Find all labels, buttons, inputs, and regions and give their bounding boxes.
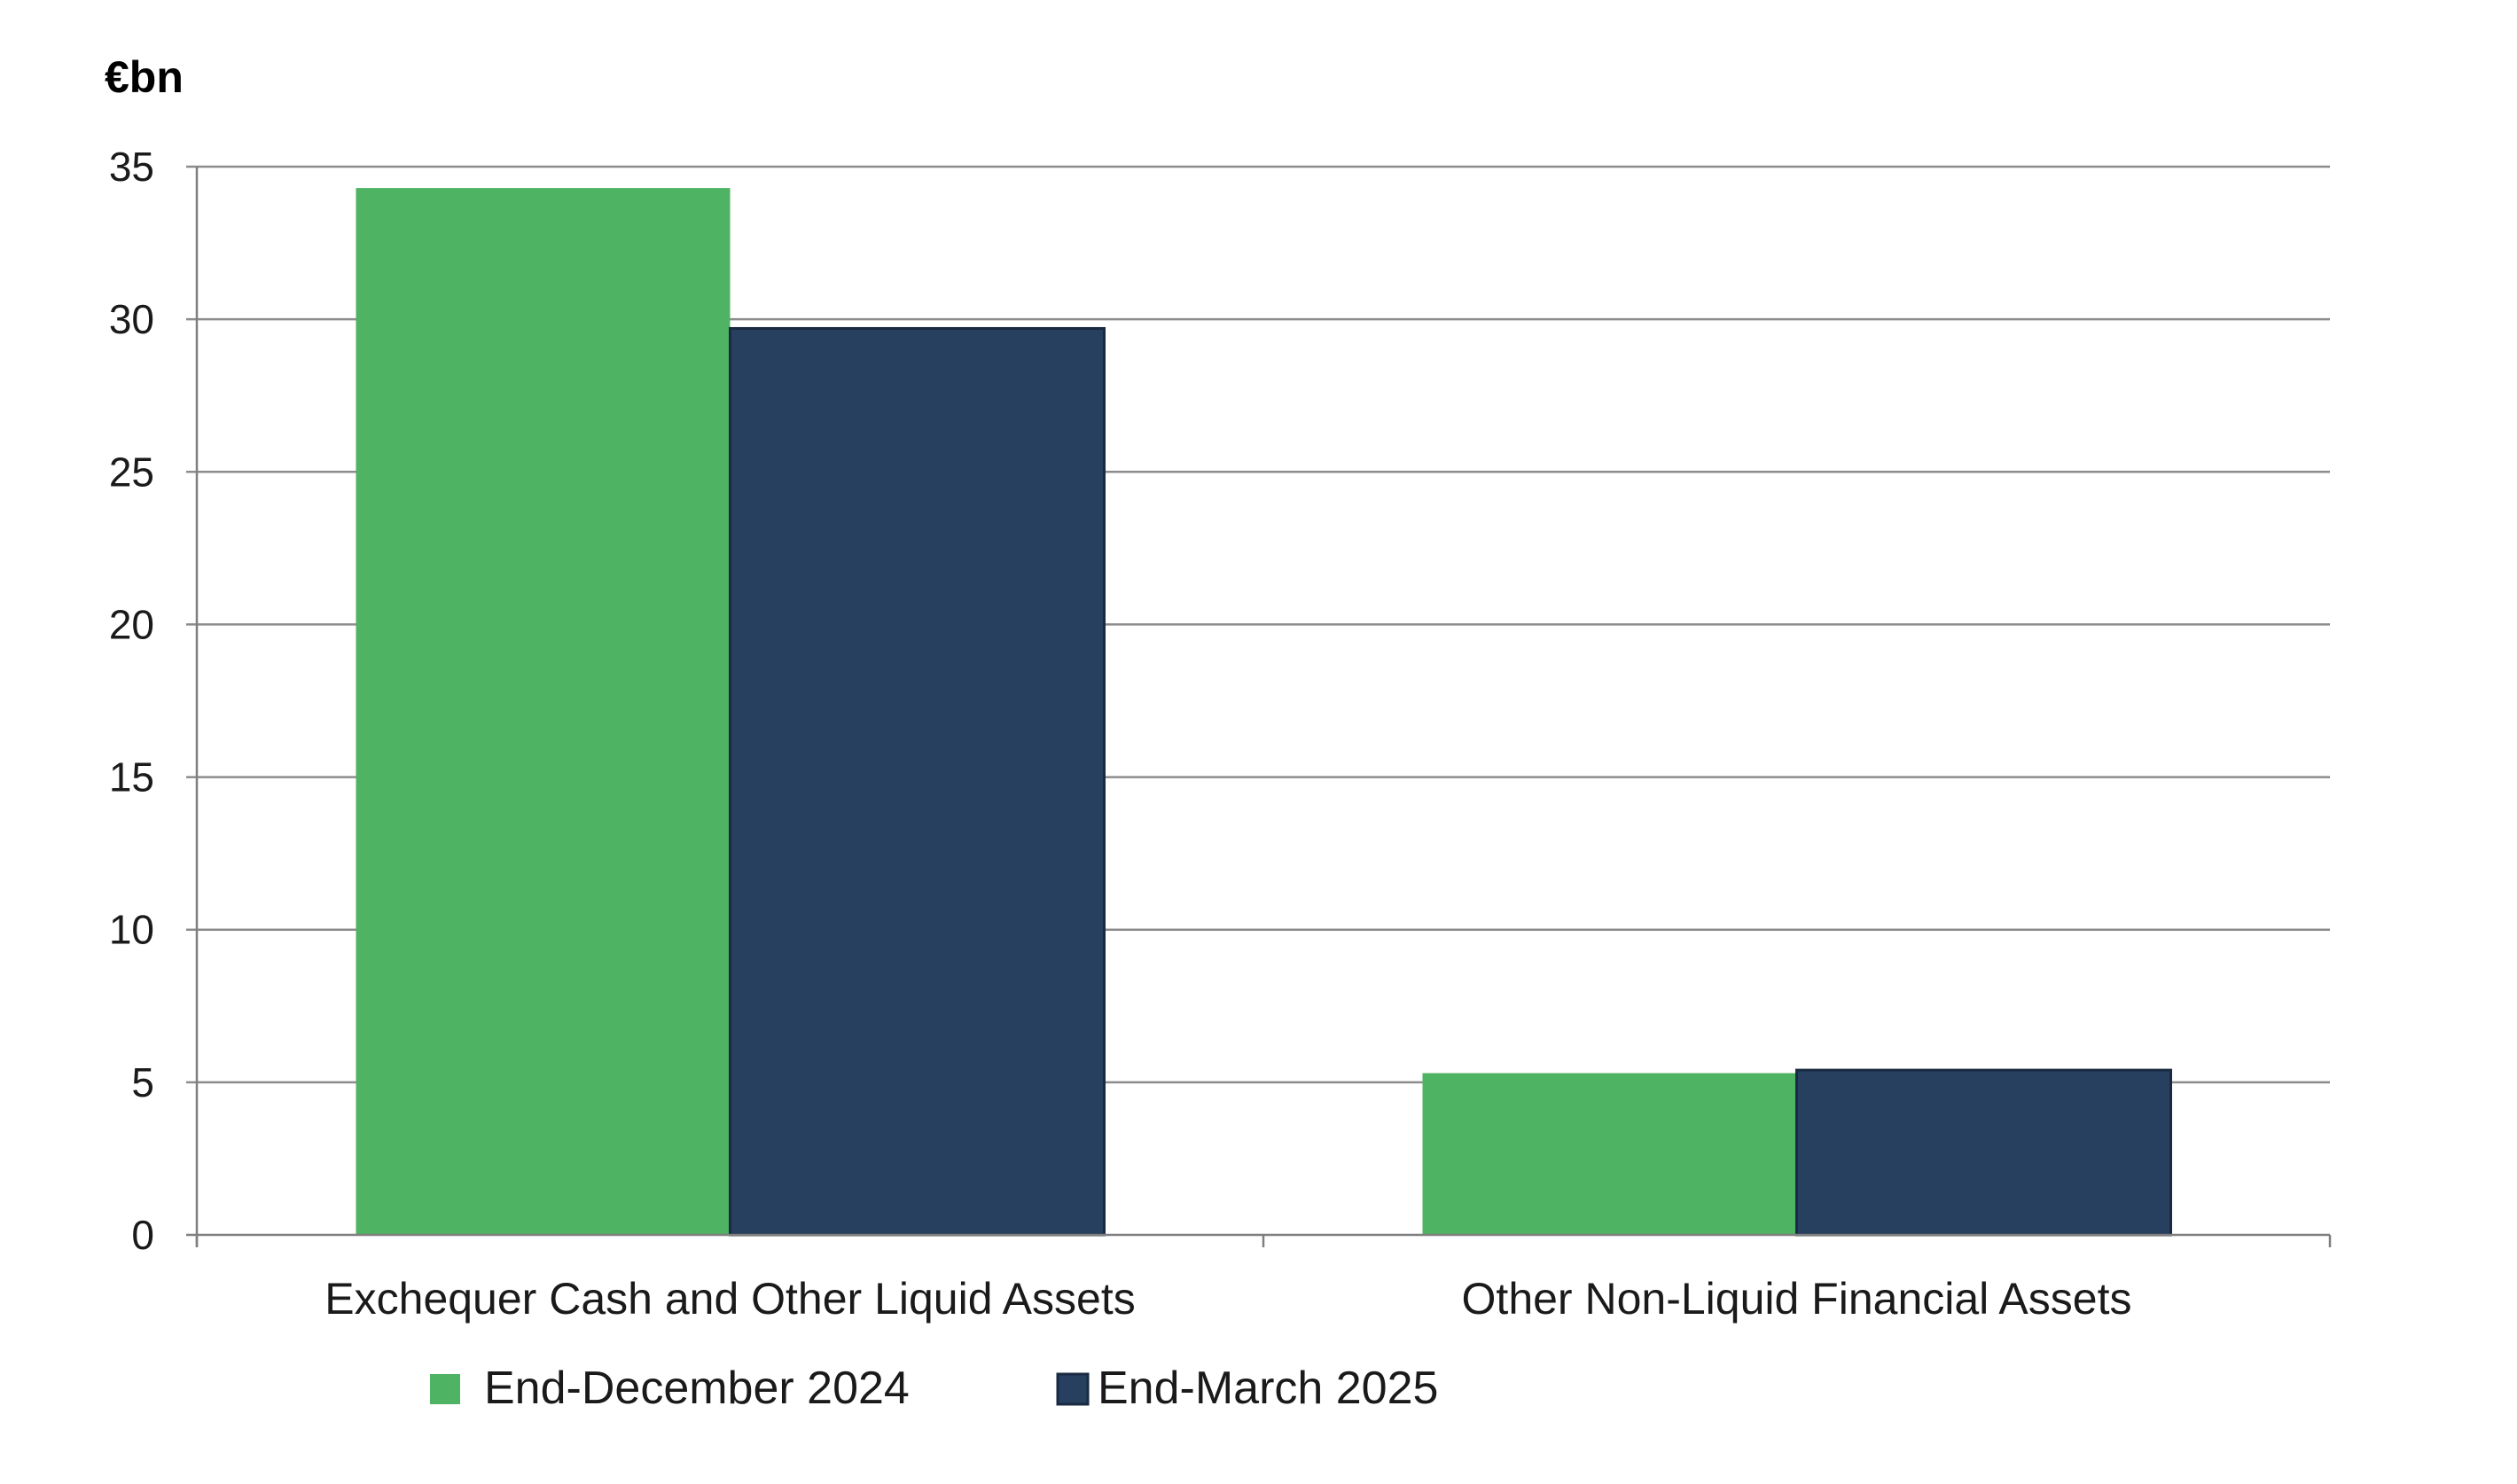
y-tick-label: 25 bbox=[109, 449, 154, 495]
bar bbox=[356, 188, 731, 1236]
legend-swatch bbox=[430, 1374, 460, 1404]
axis-labels: 0 5 10 15 20 25 30 35 Exchequer Cash and Other L… bbox=[109, 144, 2132, 1324]
bar bbox=[1795, 1068, 2172, 1237]
y-tick-label: 10 bbox=[109, 907, 154, 953]
legend: End-December 2024 End-March 2025 bbox=[430, 1363, 1438, 1414]
y-tick-label: 30 bbox=[109, 296, 154, 342]
y-tick-label: 0 bbox=[131, 1212, 154, 1258]
bar bbox=[729, 326, 1106, 1237]
y-tick-label: 20 bbox=[109, 601, 154, 647]
x-category-label: Exchequer Cash and Other Liquid Assets bbox=[324, 1274, 1135, 1324]
bar bbox=[1422, 1073, 1797, 1235]
y-tick-label: 35 bbox=[109, 144, 154, 190]
legend-swatch bbox=[1056, 1372, 1090, 1406]
axes bbox=[186, 167, 2332, 1247]
x-category-label: Other Non-Liquid Financial Assets bbox=[1462, 1274, 2132, 1324]
legend-label: End-December 2024 bbox=[484, 1363, 910, 1414]
bars bbox=[356, 188, 2172, 1237]
y-tick-label: 5 bbox=[131, 1059, 154, 1105]
y-tick-label: 15 bbox=[109, 754, 154, 801]
legend-label: End-March 2025 bbox=[1098, 1363, 1438, 1414]
unit-label: €bn bbox=[105, 52, 184, 102]
